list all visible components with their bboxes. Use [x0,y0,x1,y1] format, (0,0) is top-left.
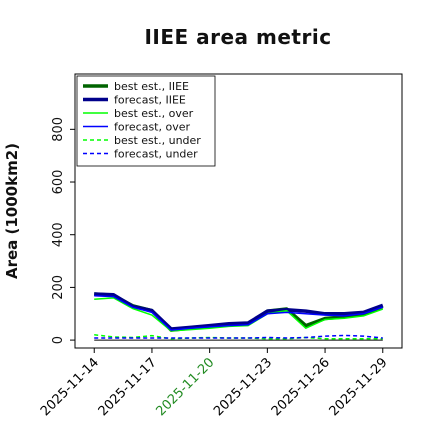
y-tick-label: 600 [51,170,66,195]
legend-label-1: forecast, IIEE [114,94,186,107]
legend-label-5: forecast, under [114,148,198,161]
legend-label-3: forecast, over [114,121,190,134]
y-tick-label: 800 [51,117,66,142]
x-tick-label: 2025-11-20 [153,355,217,419]
x-tick-label: 2025-11-23 [211,355,275,419]
x-tick-label: 2025-11-26 [269,355,333,419]
chart-title: IIEE area metric [144,25,331,49]
x-tick-label: 2025-11-29 [327,355,391,419]
series-layer [94,292,384,340]
series-line-3 [94,295,384,331]
legend-label-4: best est., under [114,134,201,147]
x-axis: 2025-11-142025-11-172025-11-202025-11-23… [38,348,391,419]
y-tick-label: 400 [51,222,66,247]
series-line-2 [94,297,384,332]
y-tick-label: 200 [51,275,66,300]
x-tick-label: 2025-11-14 [38,355,102,419]
y-tick-label: 0 [51,336,66,344]
legend-box [76,75,216,167]
y-axis: 0 200 400 600 800 [51,117,75,344]
y-axis-label: Area (1000km2) [3,143,21,279]
legend-label-0: best est., IIEE [114,80,189,93]
series-line-4 [94,334,383,340]
series-line-5 [94,334,383,339]
x-tick-label: 2025-11-17 [96,355,160,419]
legend-label-2: best est., over [114,107,194,120]
plot-frame [74,73,403,349]
series-line-1 [94,292,384,331]
